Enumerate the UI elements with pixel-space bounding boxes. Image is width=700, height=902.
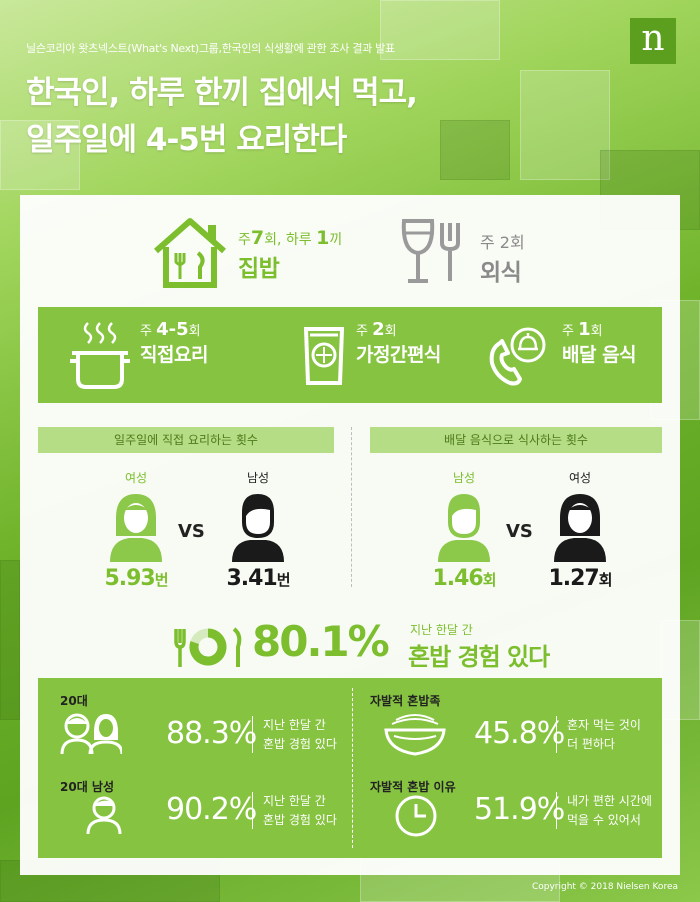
noodle-bowl-icon: [384, 712, 446, 756]
cooking-type-band: 주 4-5회 직접요리 주 2회 가정간편식 주 1회 배달 음식: [38, 307, 662, 403]
cooking-male-value: 3.41: [226, 566, 277, 591]
detail-pct: 88.3%: [166, 716, 257, 751]
desc-line-2: 먹을 수 있어서: [567, 812, 641, 827]
solo-dining-pct: 80.1%: [252, 617, 390, 666]
delivery-male-unit: 회: [482, 571, 497, 589]
home-meal-label: 집밥: [238, 256, 280, 282]
page-title: 한국인, 하루 한끼 집에서 먹고, 일주일에 4-5번 요리한다: [26, 70, 626, 163]
solo-dining-details: 20대 88.3% 지난 한달 간 혼밥 경험 있다 20대 남성 90: [38, 678, 662, 858]
title-line-1: 한국인, 하루 한끼 집에서 먹고,: [26, 75, 418, 111]
gender-label: 남성: [452, 471, 476, 485]
desc-line-2: 더 편하다: [567, 736, 615, 751]
desc-line-1: 혼자 먹는 것이: [567, 718, 641, 732]
nielsen-logo: n: [630, 18, 676, 64]
home-meal-text: 주7회, 하루 1끼 집밥: [238, 227, 342, 283]
house-fork-knife-icon: [150, 215, 230, 289]
eat-out-text: 주 2회 외식: [480, 229, 525, 287]
detail-desc: 지난 한달 간 혼밥 경험 있다: [252, 716, 337, 754]
man-icon: [86, 796, 122, 834]
delivery-male: 남성 1.46회: [426, 469, 502, 591]
home-freq-suffix: 회, 하루: [264, 232, 312, 248]
detail-label: 20대 남성: [60, 780, 114, 794]
delivery-female-unit: 회: [598, 571, 613, 589]
cooking-female: 여성 5.93번: [98, 469, 174, 591]
gender-label: 여성: [568, 471, 592, 485]
hmr-num: 2: [372, 319, 385, 340]
delivery-male-value: 1.46: [432, 566, 483, 591]
content-panel: 주7회, 하루 1끼 집밥 주 2회 외식: [20, 195, 680, 875]
vs-label: VS: [178, 521, 205, 542]
detail-label: 20대: [60, 694, 88, 708]
detail-pct: 45.8%: [474, 716, 565, 751]
home-freq-num2: 1: [316, 227, 330, 249]
cooking-male: 남성 3.41번: [220, 469, 296, 591]
meal-summary-row: 주7회, 하루 1끼 집밥 주 2회 외식: [20, 213, 680, 303]
detail-label: 자발적 혼밥족: [370, 694, 441, 708]
solo-line-2: 혼밥 경험 있다: [408, 643, 550, 671]
hmr-prefix: 주: [356, 324, 368, 339]
band-item-cook: 주 4-5회 직접요리: [140, 319, 208, 367]
desc-line-2: 혼밥 경험 있다: [263, 812, 337, 827]
two-people-icon: [60, 710, 122, 756]
eat-out-freq: 주 2회: [480, 233, 525, 252]
detail-desc: 혼자 먹는 것이 더 편하다: [556, 716, 641, 754]
delivery-count-title: 배달 음식으로 식사하는 횟수: [370, 427, 662, 453]
cooking-count-title: 일주일에 직접 요리하는 횟수: [38, 427, 334, 453]
detail-label: 자발적 혼밥 이유: [370, 780, 456, 794]
cook-prefix: 주: [140, 324, 152, 339]
solo-line-1: 지난 한달 간: [410, 623, 473, 637]
phone-delivery-icon: [486, 323, 548, 387]
home-freq-num: 7: [250, 227, 265, 249]
pot-icon: [68, 321, 132, 389]
desc-line-1: 지난 한달 간: [263, 794, 326, 808]
desc-line-1: 내가 편한 시간에: [567, 794, 652, 808]
delivery-prefix: 주: [562, 324, 574, 339]
gender-label: 남성: [246, 471, 270, 485]
copyright: Copyright © 2018 Nielsen Korea: [531, 882, 678, 892]
cook-suffix: 회: [188, 324, 201, 339]
delivery-label: 배달 음식: [562, 344, 637, 366]
section-divider: [351, 427, 352, 587]
cook-num: 4-5: [156, 319, 189, 340]
cooking-female-value: 5.93: [104, 566, 155, 591]
detail-desc: 지난 한달 간 혼밥 경험 있다: [252, 792, 337, 830]
subtitle: 닐슨코리아 왓츠넥스트(What's Next)그룹,한국인의 식생활에 관한 …: [26, 42, 395, 55]
fork-donut-knife-icon: [170, 625, 246, 669]
delivery-suffix: 회: [590, 324, 603, 339]
woman-icon: [552, 492, 608, 562]
bottom-divider: [352, 688, 353, 848]
gender-label: 여성: [124, 471, 148, 485]
cook-label: 직접요리: [140, 344, 208, 366]
band-item-hmr: 주 2회 가정간편식: [356, 319, 441, 367]
title-line-2: 일주일에 4-5번 요리한다: [26, 121, 347, 158]
detail-pct: 90.2%: [166, 792, 257, 827]
delivery-female-value: 1.27: [548, 566, 599, 591]
packaged-meal-icon: [300, 325, 348, 387]
detail-pct: 51.9%: [474, 792, 565, 827]
home-freq-prefix: 주: [238, 232, 251, 248]
woman-icon: [108, 492, 164, 562]
header: 닐슨코리아 왓츠넥스트(What's Next)그룹,한국인의 식생활에 관한 …: [26, 40, 626, 163]
man-icon: [436, 492, 492, 562]
vs-label: VS: [506, 521, 533, 542]
wine-fork-icon: [398, 217, 470, 289]
delivery-female: 여성 1.27회: [542, 469, 618, 591]
man-icon: [230, 492, 286, 562]
hmr-suffix: 회: [384, 324, 397, 339]
home-freq-suffix2: 끼: [329, 232, 343, 248]
delivery-num: 1: [578, 319, 591, 340]
hmr-label: 가정간편식: [356, 344, 441, 366]
detail-desc: 내가 편한 시간에 먹을 수 있어서: [556, 792, 652, 830]
cooking-female-unit: 번: [154, 571, 169, 589]
desc-line-1: 지난 한달 간: [263, 718, 326, 732]
solo-dining-headline: 80.1% 지난 한달 간 혼밥 경험 있다: [20, 615, 680, 675]
clock-icon: [394, 794, 438, 838]
band-item-delivery: 주 1회 배달 음식: [562, 319, 637, 367]
eat-out-label: 외식: [480, 260, 522, 286]
desc-line-2: 혼밥 경험 있다: [263, 736, 337, 751]
cooking-male-unit: 번: [276, 571, 291, 589]
